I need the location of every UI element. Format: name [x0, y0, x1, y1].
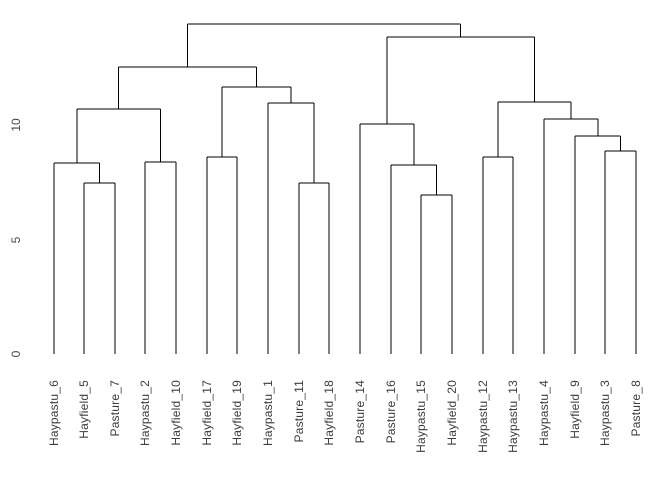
leaf-label: Pasture_11 — [292, 380, 306, 443]
leaf-label: Pasture_7 — [108, 380, 122, 437]
leaf-label: Hayfield_5 — [77, 380, 91, 439]
leaf-label: Hayfield_18 — [322, 380, 336, 446]
y-tick-label: 10 — [9, 118, 23, 132]
leaf-label: Haypastu_1 — [261, 380, 275, 446]
leaf-label: Hayfield_9 — [568, 380, 582, 439]
leaf-label: Hayfield_19 — [230, 380, 244, 446]
leaf-label: Haypastu_12 — [476, 380, 490, 453]
leaf-label: Haypastu_15 — [414, 380, 428, 453]
leaf-label: Haypastu_13 — [506, 380, 520, 453]
leaf-label: Haypastu_6 — [47, 380, 61, 446]
y-tick-label: 5 — [9, 236, 23, 243]
leaf-label: Pasture_16 — [384, 380, 398, 444]
leaf-label: Hayfield_17 — [200, 380, 214, 446]
leaf-label: Hayfield_20 — [445, 380, 459, 446]
y-tick-label: 0 — [9, 350, 23, 357]
leaf-label: Haypastu_3 — [598, 380, 612, 446]
leaf-label: Haypastu_2 — [138, 380, 152, 446]
leaf-label: Pasture_8 — [629, 380, 643, 437]
leaf-label: Hayfield_10 — [169, 380, 183, 446]
leaf-label: Pasture_14 — [353, 380, 367, 444]
leaf-label: Haypastu_4 — [537, 380, 551, 446]
